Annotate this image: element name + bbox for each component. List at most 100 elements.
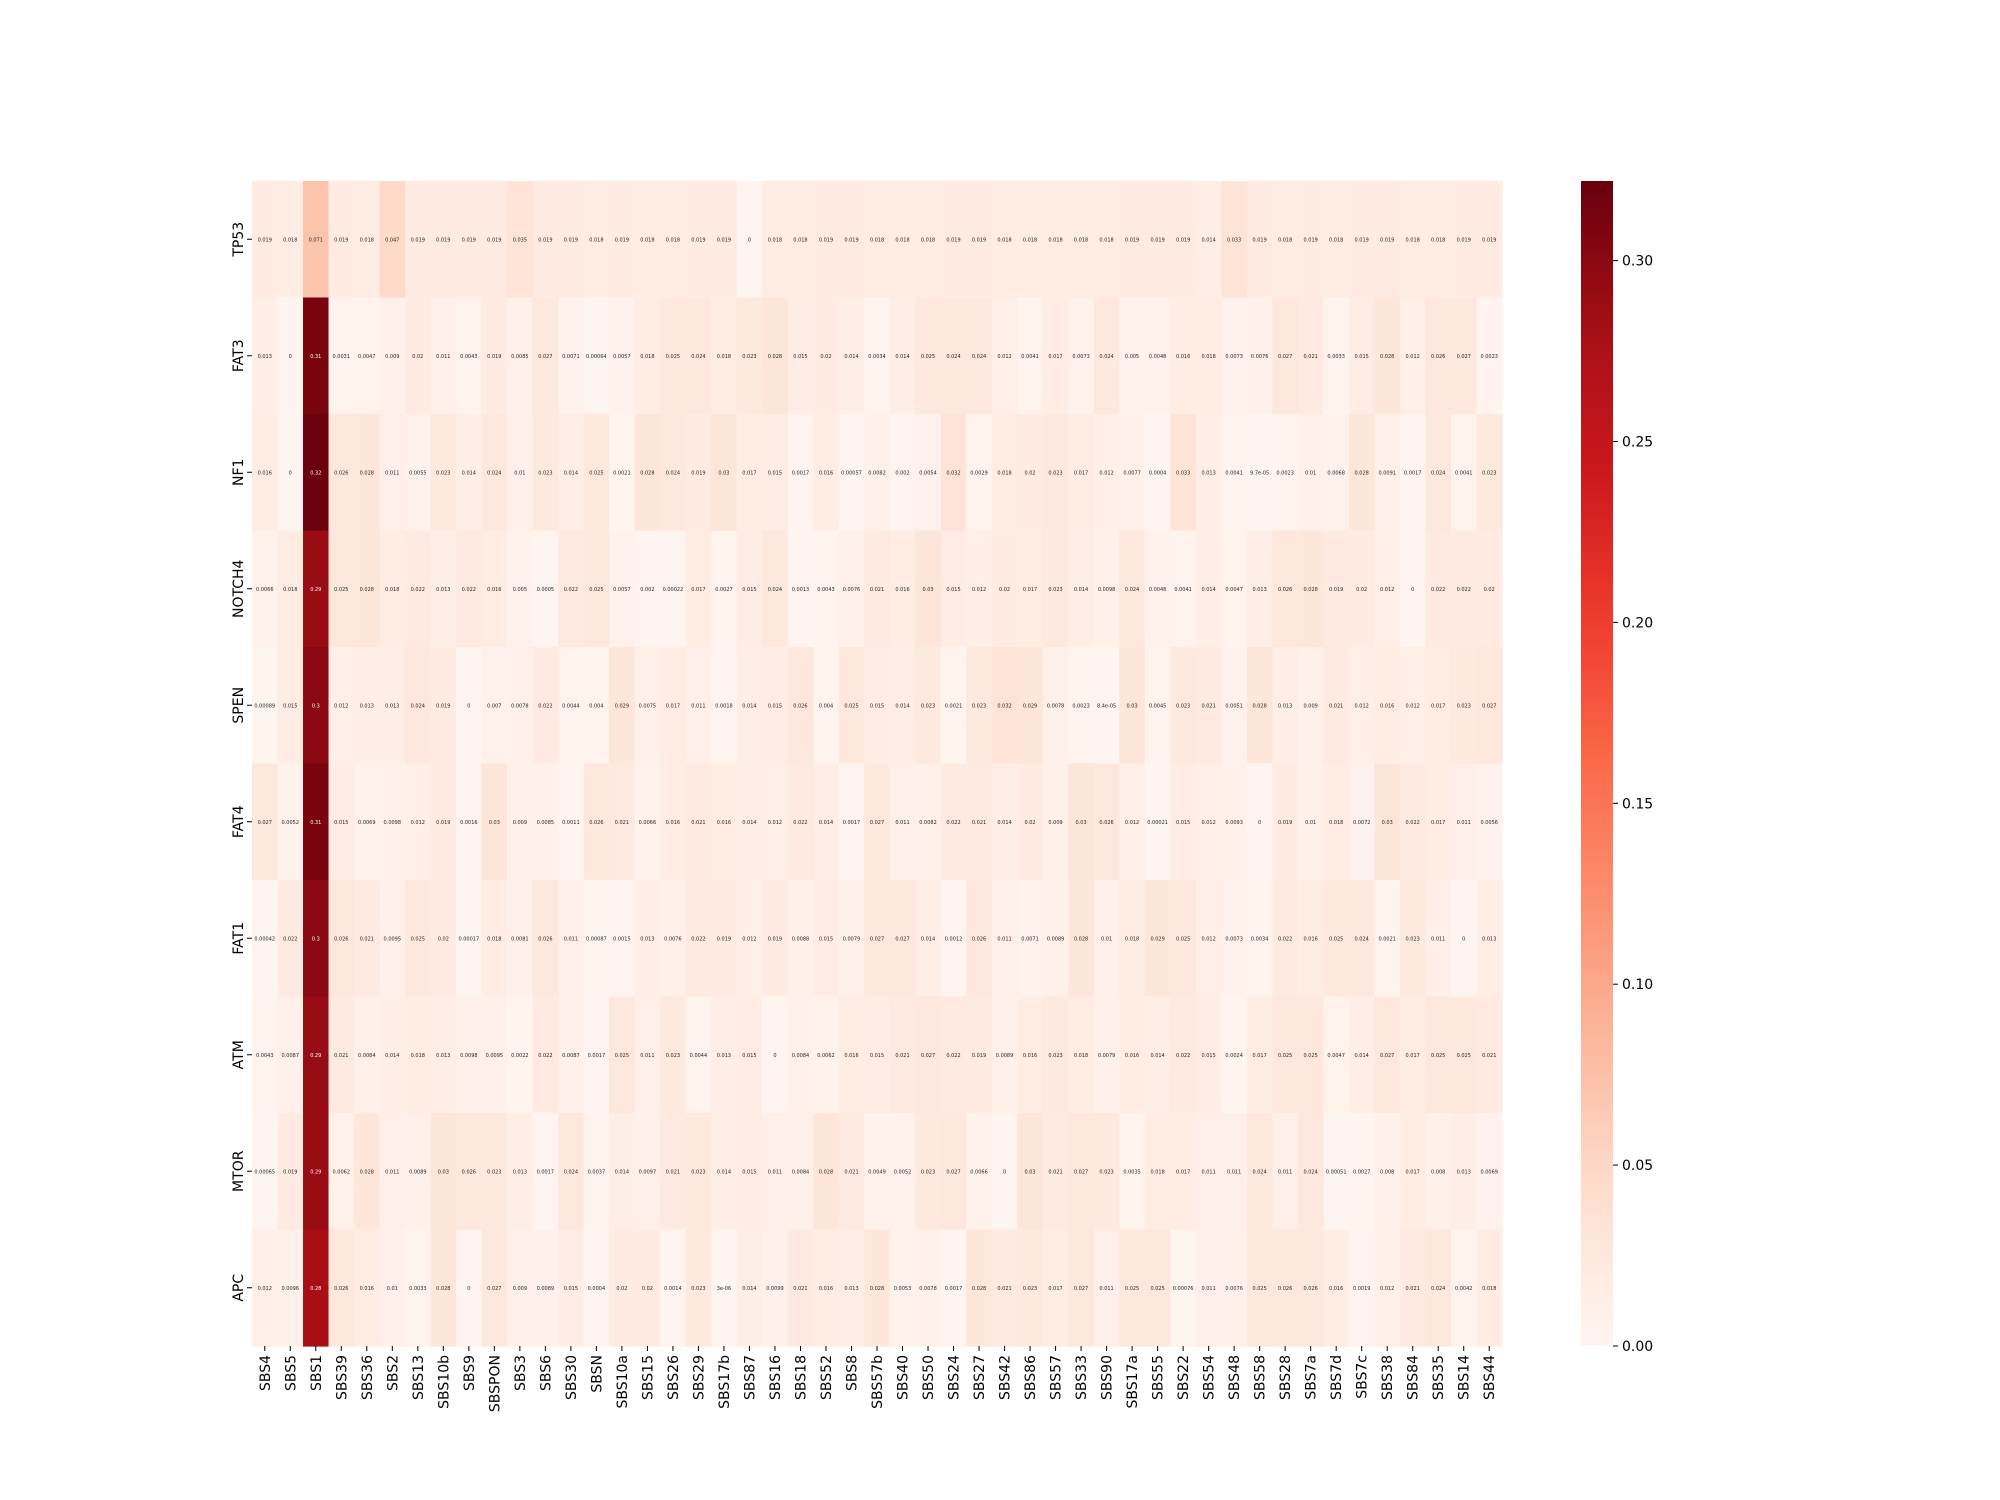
- cell-annotation: 0.004: [819, 703, 833, 709]
- cell-annotation: 0.021: [666, 1169, 680, 1175]
- heatmap-cell: [583, 996, 610, 1114]
- heatmap-cell: [991, 1229, 1018, 1347]
- x-tick-label: SBS44: [1482, 1355, 1498, 1400]
- heatmap-cell: [1195, 880, 1222, 998]
- cell-annotation: 0.014: [997, 820, 1011, 826]
- x-tick-label: SBS35: [1431, 1355, 1447, 1400]
- heatmap-cell: [813, 414, 840, 532]
- cell-annotation: 0.014: [564, 470, 578, 476]
- cell-annotation: 0.022: [538, 1053, 552, 1059]
- heatmap-cell: [405, 880, 432, 998]
- heatmap-cell: [787, 181, 814, 299]
- heatmap-cell: [583, 414, 610, 532]
- cell-annotation: 0.0076: [843, 587, 861, 593]
- heatmap-cell: [1195, 530, 1222, 648]
- heatmap-cell: [1170, 1113, 1197, 1231]
- heatmap-cell: [532, 1229, 559, 1347]
- cell-annotation: 0.0005: [537, 587, 555, 593]
- heatmap-cell: [634, 880, 661, 998]
- heatmap-cell: [1144, 181, 1171, 299]
- cell-annotation: 0.012: [742, 936, 756, 942]
- cell-annotation: 0.014: [742, 820, 756, 826]
- heatmap-cell: [1297, 763, 1325, 881]
- cell-annotation: 0.013: [717, 1053, 731, 1059]
- heatmap-cell: [1297, 530, 1325, 648]
- heatmap-cell: [1144, 1113, 1171, 1231]
- cell-annotation: 0.0098: [1098, 587, 1116, 593]
- cell-annotation: 0.021: [334, 1053, 348, 1059]
- heatmap-cell: [507, 880, 534, 998]
- heatmap-cell: [507, 530, 534, 648]
- cell-annotation: 0.0089: [996, 1053, 1014, 1059]
- heatmap-cell: [1323, 530, 1350, 648]
- cell-annotation: 0.026: [589, 820, 603, 826]
- cell-annotation: 0.0078: [919, 1286, 937, 1292]
- cell-annotation: 0.027: [946, 1169, 960, 1175]
- heatmap-cell: [660, 181, 687, 299]
- cell-annotation: 0.024: [1125, 587, 1139, 593]
- heatmap-cell: [966, 996, 993, 1114]
- heatmap-cell: [915, 297, 942, 415]
- heatmap-cell: [915, 763, 942, 881]
- cell-annotation: 0.28: [310, 1286, 321, 1292]
- heatmap-cell: [1144, 1229, 1171, 1347]
- cell-annotation: 0.024: [691, 354, 705, 360]
- heatmap-cell: [430, 414, 457, 532]
- cell-annotation: 0.025: [844, 703, 858, 709]
- cell-annotation: 0.0081: [511, 936, 529, 942]
- x-tick-label: SBS2: [385, 1355, 401, 1391]
- cell-annotation: 0.015: [564, 1286, 578, 1292]
- heatmap-cell: [685, 1229, 712, 1347]
- cell-annotation: 0.0072: [1353, 820, 1371, 826]
- cell-annotation: 0.024: [946, 354, 960, 360]
- cell-annotation: 0.026: [1278, 1286, 1292, 1292]
- cell-annotation: 0.0027: [715, 587, 733, 593]
- cell-annotation: 3e-06: [717, 1286, 731, 1292]
- x-tick-label: SBSPON: [487, 1355, 503, 1412]
- cell-annotation: 0.019: [691, 470, 705, 476]
- cell-annotation: 0.007: [487, 703, 501, 709]
- cell-annotation: 0.016: [1023, 1053, 1037, 1059]
- cell-annotation: 0.0084: [358, 1053, 376, 1059]
- cell-annotation: 0.011: [1278, 1169, 1292, 1175]
- cell-annotation: 0.026: [1278, 587, 1292, 593]
- heatmap-cell: [1246, 647, 1274, 765]
- heatmap-cell: [762, 1113, 789, 1231]
- cell-annotation: 0.02: [616, 1286, 627, 1292]
- cell-annotation: 0.021: [972, 820, 986, 826]
- heatmap-cell: [787, 880, 814, 998]
- heatmap-cell: [1476, 530, 1503, 648]
- heatmap-cell: [1399, 1229, 1427, 1347]
- cell-annotation: 0.018: [1150, 1169, 1164, 1175]
- heatmap-cell: [991, 414, 1018, 532]
- cell-annotation: 0.0056: [1480, 820, 1498, 826]
- heatmap-cell: [1195, 414, 1222, 532]
- heatmap-cell: [303, 1229, 330, 1347]
- heatmap-cell: [736, 181, 763, 299]
- cell-annotation: 0.015: [946, 587, 960, 593]
- cell-annotation: 0.019: [283, 1169, 297, 1175]
- x-tick-label: SBS4: [258, 1355, 274, 1391]
- heatmap-cell: [1450, 1229, 1478, 1347]
- cell-annotation: 0.011: [436, 354, 450, 360]
- heatmap-cell: [1195, 1113, 1222, 1231]
- cell-annotation: 0.023: [1482, 470, 1496, 476]
- heatmap-cell: [379, 763, 406, 881]
- cell-annotation: 0.0076: [1225, 1286, 1243, 1292]
- heatmap-cell: [1221, 297, 1248, 415]
- cell-annotation: 0.017: [1048, 1286, 1062, 1292]
- cell-annotation: 0.023: [436, 470, 450, 476]
- y-tick-label: FAT3: [231, 339, 247, 372]
- x-tick-label: SBS90: [1100, 1355, 1116, 1400]
- cell-annotation: 0.027: [1278, 354, 1292, 360]
- cell-annotation: 0.0057: [613, 354, 631, 360]
- heatmap-cell: [1348, 763, 1376, 881]
- cell-annotation: 0.00065: [254, 1169, 275, 1175]
- cell-annotation: 0.013: [436, 587, 450, 593]
- cell-annotation: 0.018: [1048, 237, 1062, 243]
- cell-annotation: 0.028: [819, 1169, 833, 1175]
- heatmap-cell: [1272, 530, 1299, 648]
- cell-annotation: 0.016: [1176, 354, 1190, 360]
- cell-annotation: 0.023: [1023, 1286, 1037, 1292]
- cell-annotation: 0.024: [564, 1169, 578, 1175]
